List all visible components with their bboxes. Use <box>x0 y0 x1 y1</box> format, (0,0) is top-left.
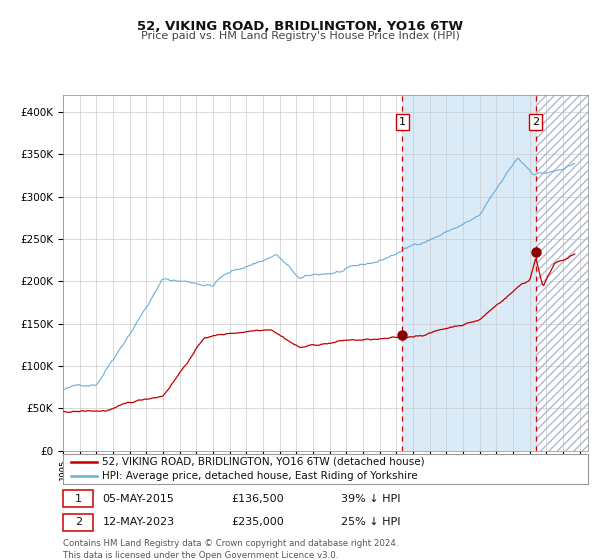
Bar <box>403 95 536 451</box>
Text: 2: 2 <box>532 117 539 127</box>
Text: 1: 1 <box>75 493 82 503</box>
Text: 05-MAY-2015: 05-MAY-2015 <box>103 493 174 503</box>
Text: Price paid vs. HM Land Registry's House Price Index (HPI): Price paid vs. HM Land Registry's House … <box>140 31 460 41</box>
Text: 25% ↓ HPI: 25% ↓ HPI <box>341 517 401 528</box>
Text: 12-MAY-2023: 12-MAY-2023 <box>103 517 175 528</box>
Text: £136,500: £136,500 <box>231 493 284 503</box>
Text: 39% ↓ HPI: 39% ↓ HPI <box>341 493 401 503</box>
Text: HPI: Average price, detached house, East Riding of Yorkshire: HPI: Average price, detached house, East… <box>103 471 418 481</box>
Text: 52, VIKING ROAD, BRIDLINGTON, YO16 6TW: 52, VIKING ROAD, BRIDLINGTON, YO16 6TW <box>137 20 463 32</box>
Text: 2: 2 <box>74 517 82 528</box>
FancyBboxPatch shape <box>63 491 94 507</box>
Text: 1: 1 <box>399 117 406 127</box>
Text: 52, VIKING ROAD, BRIDLINGTON, YO16 6TW (detached house): 52, VIKING ROAD, BRIDLINGTON, YO16 6TW (… <box>103 457 425 467</box>
Text: £235,000: £235,000 <box>231 517 284 528</box>
Text: Contains HM Land Registry data © Crown copyright and database right 2024.
This d: Contains HM Land Registry data © Crown c… <box>63 539 398 559</box>
FancyBboxPatch shape <box>63 514 94 531</box>
